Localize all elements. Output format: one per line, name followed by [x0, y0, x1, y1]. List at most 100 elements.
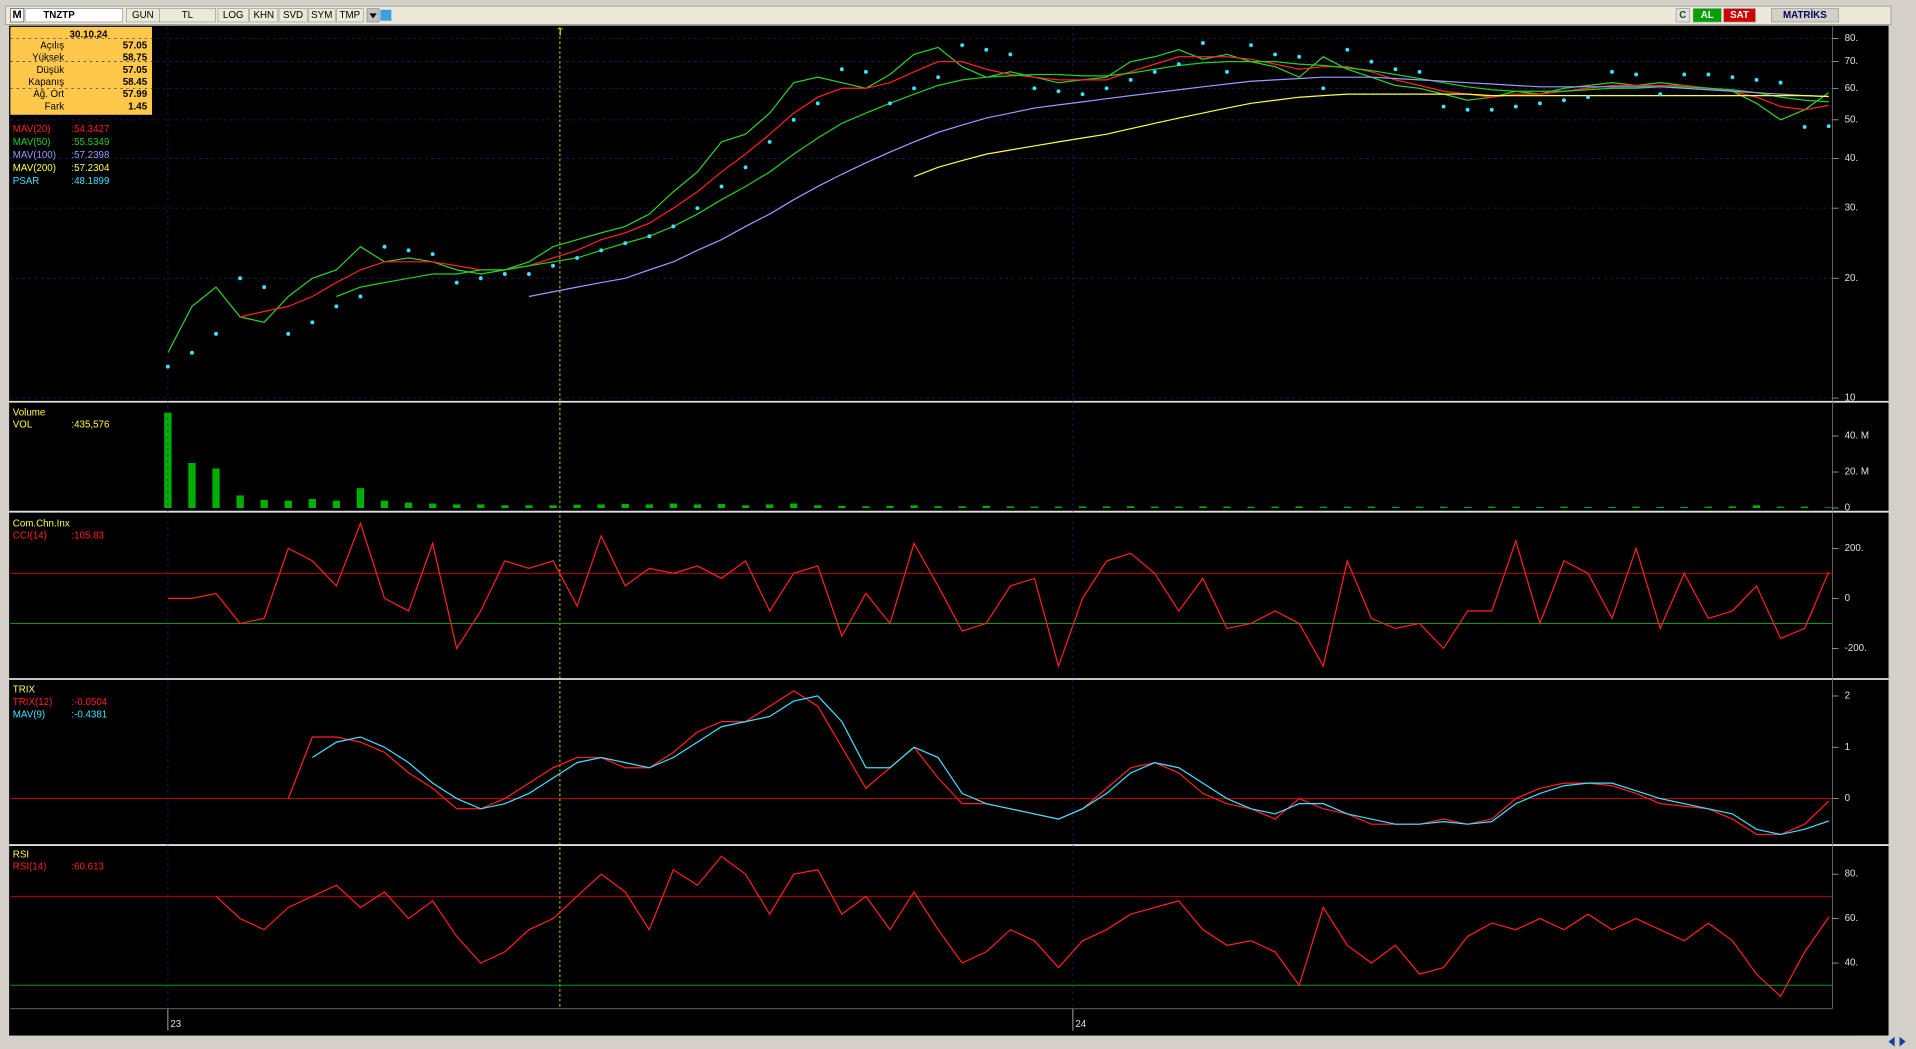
psar-dot — [238, 276, 243, 281]
volume-bar — [790, 503, 798, 509]
toolbar-button[interactable] — [1675, 8, 1690, 23]
series-line — [167, 521, 1830, 669]
info-box — [10, 26, 153, 115]
psar-dot — [1489, 107, 1494, 112]
volume-bar — [428, 503, 437, 509]
volume-bar — [1223, 506, 1231, 509]
y-tick-label: 1 — [1845, 742, 1850, 753]
toolbar-button[interactable] — [1771, 8, 1839, 23]
legend-value: :55.5349 — [71, 137, 109, 148]
psar-dot — [1730, 75, 1735, 80]
toolbar-button-label: SYM — [311, 10, 332, 21]
volume-bar — [1463, 506, 1472, 509]
volume-bar — [1247, 506, 1255, 509]
toolbar-button[interactable] — [278, 8, 308, 23]
legend-name: MAV(100) — [13, 150, 56, 161]
volume-bar — [621, 504, 629, 509]
psar-dot — [1128, 77, 1133, 82]
psar-dot — [815, 101, 820, 106]
volume-bar — [1680, 506, 1688, 509]
psar-dot — [1778, 80, 1783, 85]
volume-bar — [765, 504, 774, 509]
volume-bar — [1584, 506, 1592, 509]
toolbar-button-label: GUN — [132, 10, 154, 21]
psar-dot — [1441, 104, 1446, 109]
psar-dot — [1056, 89, 1061, 94]
psar-dot — [1104, 86, 1109, 91]
y-tick-label: 80. — [1845, 869, 1859, 880]
psar-dot — [310, 320, 315, 325]
volume-bar — [188, 463, 196, 509]
volume-bar — [1488, 506, 1496, 509]
volume-bar — [549, 505, 557, 509]
toolbar-button-label: SAT — [1730, 10, 1749, 21]
legend-value: :54.3427 — [71, 124, 109, 135]
psar-dot — [1754, 77, 1759, 82]
legend-value: :60.613 — [71, 862, 104, 873]
psar-dot — [334, 304, 339, 309]
symbol-box[interactable] — [24, 8, 124, 23]
volume-bar — [1776, 506, 1785, 509]
volume-bar — [1800, 506, 1809, 509]
volume-bar — [838, 505, 846, 509]
toolbar-button[interactable] — [308, 8, 336, 23]
legend-value: :-0.0504 — [71, 697, 107, 708]
psar-dot — [430, 252, 435, 257]
volume-bar — [862, 506, 870, 509]
info-label: Ağ. Ort — [33, 89, 64, 100]
volume-bar — [404, 502, 413, 509]
toolbar-button-label: MATRİKS — [1783, 10, 1827, 21]
psar-dot — [791, 117, 796, 122]
volume-bar — [356, 488, 365, 509]
volume-bar — [1367, 506, 1376, 509]
psar-dot — [912, 86, 917, 91]
volume-bar — [573, 504, 581, 509]
psar-dot — [888, 101, 892, 106]
scroll-controls[interactable] — [1859, 1035, 1909, 1048]
panel-title: Volume — [13, 407, 46, 418]
scroll-arrows[interactable] — [1888, 1036, 1906, 1047]
psar-dot — [1826, 124, 1831, 129]
toolbar-button[interactable] — [336, 8, 364, 23]
volume-bar — [1608, 506, 1616, 509]
psar-dot — [478, 276, 483, 281]
logo-box[interactable] — [10, 8, 25, 23]
psar-dot — [1225, 69, 1229, 74]
volume-bar — [1030, 506, 1039, 509]
volume-bar — [741, 505, 750, 509]
chart-area — [9, 25, 1889, 1036]
toolbar-button[interactable] — [217, 8, 249, 23]
psar-dot — [1008, 52, 1013, 57]
psar-dot — [454, 280, 459, 285]
volume-bar — [1439, 506, 1448, 509]
chart-layer: GUN TL LOG KHN SVD SYM TMP C AL SAT MATRİKS Açılış 5… — [9, 8, 1889, 1031]
info-label: Fark — [45, 101, 65, 112]
toolbar-button[interactable] — [1692, 8, 1722, 23]
volume-bar — [886, 505, 894, 509]
share-icon[interactable] — [380, 9, 392, 21]
legend-value: :-0.4381 — [71, 710, 107, 721]
psar-dot — [1032, 86, 1037, 91]
volume-bar — [597, 504, 605, 509]
volume-bar — [1728, 506, 1737, 509]
volume-bar — [934, 506, 942, 509]
psar-dot — [936, 75, 941, 80]
volume-bar — [284, 500, 292, 509]
series-line — [913, 93, 1829, 178]
toolbar-button[interactable] — [1723, 8, 1756, 23]
y-tick-label: 50. — [1845, 114, 1859, 125]
y-tick-label: 60. — [1845, 913, 1859, 924]
series-line — [528, 76, 1829, 298]
toolbar-button[interactable] — [249, 8, 279, 23]
volume-bar — [212, 468, 220, 509]
y-tick-label: 20. — [1845, 273, 1859, 284]
volume-bar — [308, 499, 316, 509]
toolbar-button[interactable] — [159, 8, 216, 23]
psar-dot — [599, 248, 604, 253]
volume-bar — [525, 505, 533, 509]
legend-name: PSAR — [13, 176, 40, 187]
psar-dot — [575, 255, 580, 260]
legend-name: CCI(14) — [13, 531, 47, 542]
volume-bar — [1271, 506, 1279, 509]
psar-dot — [1706, 72, 1711, 77]
